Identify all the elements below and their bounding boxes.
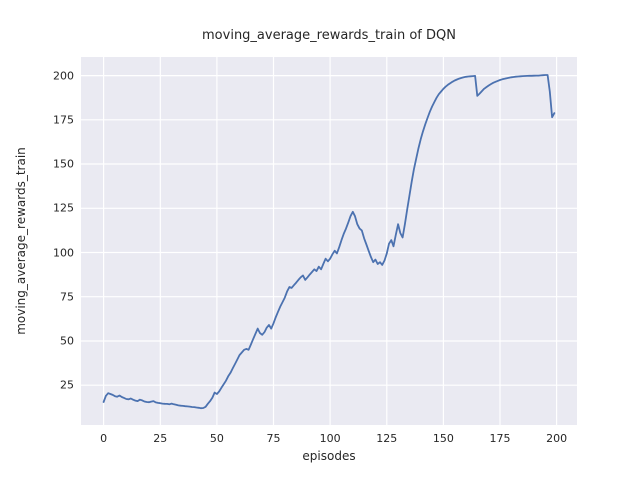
x-tick-label: 200 — [546, 432, 568, 445]
x-tick-label: 100 — [319, 432, 341, 445]
x-tick-label: 150 — [432, 432, 454, 445]
x-tick-label: 50 — [209, 432, 224, 445]
chart-title: moving_average_rewards_train of DQN — [202, 28, 456, 43]
y-tick-label: 200 — [53, 69, 74, 83]
x-tick-label: 175 — [489, 432, 511, 445]
x-tick-label: 25 — [153, 432, 168, 445]
y-axis-label: moving_average_rewards_train — [14, 147, 28, 335]
y-tick-label: 50 — [60, 334, 74, 348]
x-tick-label: 0 — [100, 432, 108, 445]
y-tick-label: 25 — [60, 378, 74, 392]
y-tick-label: 125 — [53, 201, 74, 215]
dqn-series-line — [102, 74, 556, 410]
y-tick-label: 100 — [53, 246, 74, 259]
line-chart-svg — [81, 57, 577, 425]
x-tick-label: 75 — [266, 432, 281, 445]
y-tick-label: 75 — [60, 290, 74, 304]
x-tick-label: 125 — [376, 432, 398, 445]
y-tick-label: 175 — [53, 113, 74, 127]
plot-area — [81, 57, 577, 425]
x-axis-label: episodes — [302, 449, 356, 463]
y-tick-label: 150 — [53, 157, 74, 171]
